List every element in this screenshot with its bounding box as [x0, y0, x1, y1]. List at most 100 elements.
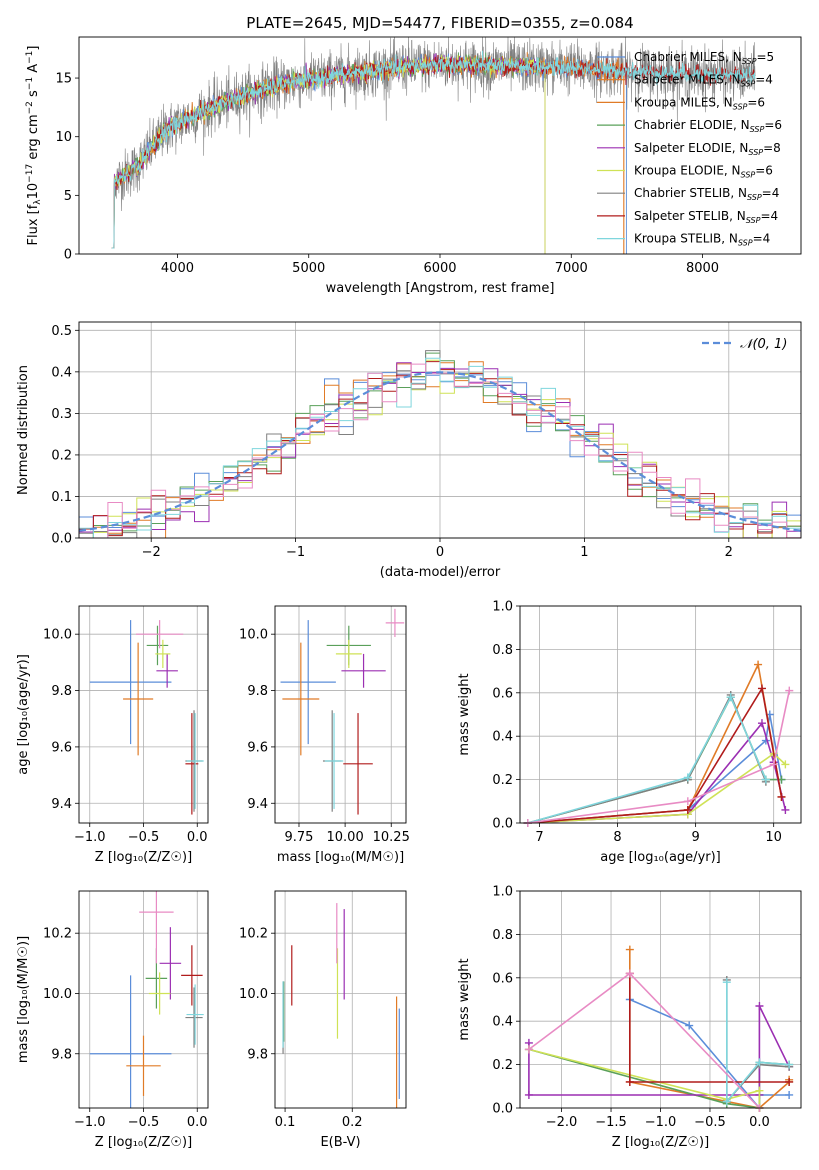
y-tick-label: 5 [64, 189, 72, 204]
legend-label-part: =6 [764, 118, 782, 132]
legend-label-part: Chabrier ELODIE, N [634, 118, 750, 132]
weight-marker [722, 978, 731, 987]
x-axis-label: Z [log₁₀(Z/Z☉)] [612, 1135, 709, 1150]
x-tick-label: −1.0 [645, 1115, 677, 1130]
x-tick-label: 10.00 [327, 830, 364, 845]
ebv-panel: 0.1 0.2 9.8 10.0 10.2 E(B-V) [239, 890, 407, 1150]
weight-marker [625, 945, 634, 954]
weight-series-line [725, 982, 790, 1104]
legend-label: Chabrier ELODIE, NSSP=6 [634, 118, 782, 134]
y-tick-label: 0.1 [51, 490, 72, 505]
age-vs-mass-panel: 9.75 10.00 10.25 9.4 9.6 9.8 10.0 mass [log₁₀(M… [239, 605, 410, 865]
x-axis-label: (data-model)/error [380, 565, 501, 580]
weight-marker [722, 1097, 731, 1106]
y-axis-label: Normed distribution [16, 365, 31, 495]
y-tick-label: 9.4 [51, 797, 72, 812]
x-tick-label: −1.0 [74, 830, 106, 845]
y-tick-label: 15 [55, 72, 72, 87]
y-tick-label: 0.4 [492, 730, 513, 745]
x-tick-label: 7 [535, 830, 543, 845]
x-tick-label: 9.75 [285, 830, 314, 845]
legend-label: Salpeter ELODIE, NSSP=8 [634, 141, 781, 157]
x-tick-label: −1.0 [74, 1115, 106, 1130]
x-tick-label: −2.0 [546, 1115, 578, 1130]
legend-label-part: SSP [741, 80, 756, 89]
legend-label-part: Kroupa ELODIE, N [634, 164, 741, 178]
axes-frame [274, 605, 407, 824]
y-tick-label: 10.2 [239, 927, 268, 942]
x-axis-label: wavelength [Angstrom, rest frame] [326, 281, 555, 296]
legend-label-part: =4 [760, 209, 778, 223]
x-tick-label: 1 [580, 545, 588, 560]
weight-marker [755, 1086, 764, 1095]
weight-series-line [527, 686, 783, 824]
weight-marker [683, 805, 692, 814]
weight-series-line [527, 714, 783, 824]
legend-label-part: =4 [753, 232, 771, 246]
weight-series-line [629, 998, 790, 1111]
weight-marker [683, 773, 692, 782]
x-tick-label: −0.5 [128, 830, 160, 845]
y-tick-label: 0.8 [492, 928, 513, 943]
legend-label-part: SSP [746, 216, 761, 225]
weight-marker [785, 686, 794, 695]
weight-marker [781, 760, 790, 769]
weight-marker [625, 1077, 634, 1086]
y-tick-label: 10.0 [43, 987, 72, 1002]
y-tick-label: 0.2 [51, 448, 72, 463]
legend-label-part: Salpeter STELIB, N [634, 209, 746, 223]
y-axis-label-part: −1 [25, 51, 35, 64]
legend-label-part: SSP [742, 57, 757, 66]
legend-label: Kroupa MILES, NSSP=6 [634, 95, 765, 111]
legend-label-part: Chabrier MILES, N [634, 50, 742, 64]
y-axis-label-part: −17 [25, 164, 35, 183]
x-tick-label: 8 [613, 830, 621, 845]
y-axis-label: age [log₁₀(age/yr)] [16, 654, 31, 775]
weight-marker [625, 969, 634, 978]
y-tick-label: 0.0 [492, 817, 513, 832]
x-tick-label: 5000 [292, 261, 325, 276]
weight-series-line [527, 695, 767, 824]
legend-label-part: Chabrier STELIB, N [634, 186, 747, 200]
y-axis-label-part: erg cm [26, 114, 41, 163]
axes-frame [78, 321, 802, 539]
x-tick-label: 7000 [555, 261, 588, 276]
y-axis-label: mass weight [457, 673, 472, 755]
residuals-panel: −2 −1 0 1 2 0.0 0.1 0.2 0.3 0.4 0.5 (data-model)/er… [16, 321, 802, 580]
y-tick-label: 9.8 [51, 1047, 72, 1062]
legend-label: Chabrier STELIB, NSSP=4 [634, 186, 779, 202]
y-axis-label-part: A [26, 64, 41, 77]
legend-label: Salpeter STELIB, NSSP=4 [634, 209, 778, 225]
y-axis-label-part: s [26, 90, 41, 101]
y-axis-label: Flux [fλ10−17 erg cm−2 s−1 A−1] [25, 46, 43, 246]
y-tick-label: 0.0 [51, 532, 72, 547]
y-tick-label: 0.2 [492, 1058, 513, 1073]
spectrum-panel: 4000 5000 6000 7000 8000 0 5 10 15 wavelength [An… [25, 36, 802, 296]
y-axis-label-part: 10 [26, 183, 41, 200]
legend-label: 𝒩(0, 1) [740, 337, 787, 352]
y-tick-label: 0 [64, 248, 72, 263]
age-vs-z-panel: −1.0 −0.5 0.0 9.4 9.6 9.8 10.0 Z [log₁₀(Z/Z☉)] a… [16, 605, 209, 865]
legend-label-part: =4 [755, 73, 773, 87]
weight-marker [781, 805, 790, 814]
weight-marker [757, 719, 766, 728]
spectrum-line [111, 53, 627, 254]
legend-label-part: =6 [755, 164, 773, 178]
x-tick-label: 8000 [686, 261, 719, 276]
weight-series-line [528, 1048, 761, 1108]
weight-marker [785, 1060, 794, 1069]
weight-marker [524, 1045, 533, 1054]
x-tick-label: 9 [691, 830, 699, 845]
x-tick-label: 10 [765, 830, 782, 845]
y-tick-label: 9.8 [51, 684, 72, 699]
y-axis-label-part: ] [26, 46, 41, 51]
axes-frame [274, 890, 407, 1109]
spectrum-line [111, 37, 756, 249]
y-tick-label: 1.0 [492, 885, 513, 900]
x-tick-label: 6000 [423, 261, 456, 276]
mass-weight-vs-z-panel: −2.0 −1.5 −1.0 −0.5 0.0 0.0 0.2 0.4 0.6 0.8 1.0 Z [… [457, 885, 802, 1150]
weight-marker [761, 775, 770, 784]
weight-series-line [527, 752, 786, 824]
normal-curve [78, 371, 802, 532]
legend-label-part: SSP [741, 171, 756, 180]
